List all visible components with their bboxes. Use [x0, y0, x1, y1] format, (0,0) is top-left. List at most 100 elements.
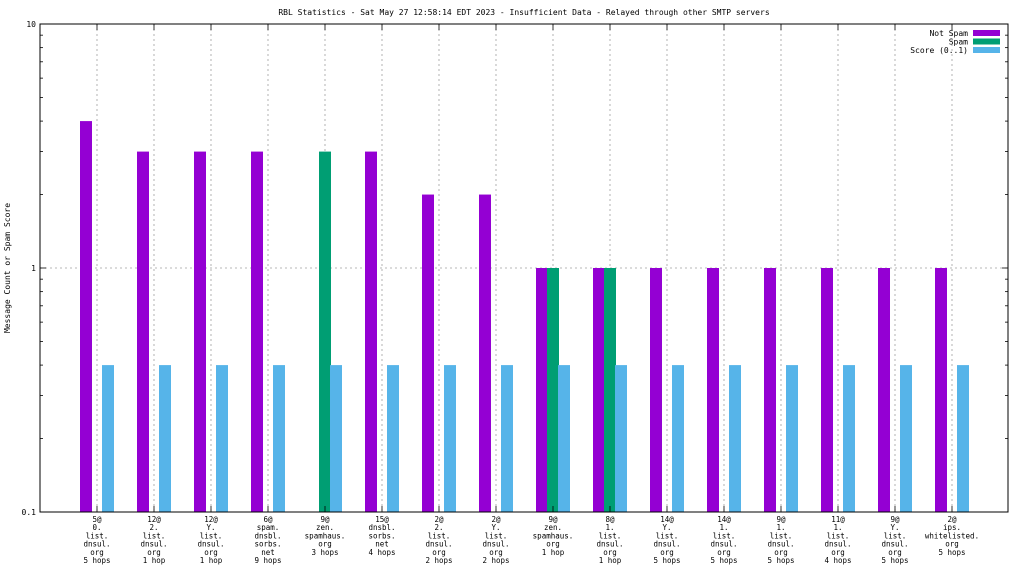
x-tick-label: list. — [827, 531, 850, 540]
bar-not-spam — [707, 268, 719, 512]
x-tick-label: sorbs. — [368, 531, 395, 540]
x-tick-label: 9@ — [890, 515, 900, 524]
x-tick-label: dnsul. — [197, 540, 224, 549]
x-tick-label: org — [147, 548, 161, 557]
x-tick-label: 5@ — [92, 515, 102, 524]
x-tick-label: org — [660, 548, 674, 557]
x-tick-label: 2 hops — [425, 556, 452, 565]
x-tick-label: org — [90, 548, 104, 557]
bar-spam — [604, 268, 616, 512]
bar-score-0-1 — [387, 365, 399, 512]
bar-not-spam — [935, 268, 947, 512]
x-tick-label: 9@ — [776, 515, 786, 524]
bar-not-spam — [650, 268, 662, 512]
x-tick-label: 9 hops — [254, 556, 281, 565]
x-tick-label: 5 hops — [767, 556, 794, 565]
x-tick-label: dnsul. — [881, 540, 908, 549]
legend-swatch — [973, 47, 1000, 53]
x-tick-label: org — [888, 548, 902, 557]
x-tick-label: list. — [884, 531, 907, 540]
x-tick-label: list. — [86, 531, 109, 540]
x-tick-label: dnsul. — [767, 540, 794, 549]
x-tick-label: 14@ — [717, 515, 731, 524]
x-tick-label: list. — [656, 531, 679, 540]
y-tick-label: 1 — [31, 264, 36, 273]
x-tick-label: 14@ — [660, 515, 674, 524]
x-tick-label: 4 hops — [368, 548, 395, 557]
x-tick-label: 9@ — [320, 515, 330, 524]
x-tick-label: dnsul. — [653, 540, 680, 549]
x-tick-label: Y. — [662, 523, 671, 532]
x-tick-label: list. — [143, 531, 166, 540]
x-tick-label: org — [546, 540, 560, 549]
bar-score-0-1 — [672, 365, 684, 512]
x-tick-label: org — [945, 540, 959, 549]
bar-not-spam — [821, 268, 833, 512]
x-tick-label: ips. — [943, 523, 961, 532]
x-tick-label: org — [318, 540, 332, 549]
x-tick-label: dnsul. — [425, 540, 452, 549]
x-tick-label: 15@ — [375, 515, 389, 524]
x-tick-label: 2@ — [947, 515, 957, 524]
x-tick-label: list. — [428, 531, 451, 540]
x-tick-label: org — [831, 548, 845, 557]
chart-title: RBL Statistics - Sat May 27 12:58:14 EDT… — [278, 8, 769, 17]
x-tick-label: org — [603, 548, 617, 557]
bar-spam — [319, 151, 331, 513]
bar-score-0-1 — [273, 365, 285, 512]
x-tick-label: 5 hops — [653, 556, 680, 565]
x-tick-label: 1. — [776, 523, 785, 532]
x-tick-label: 5 hops — [710, 556, 737, 565]
bar-score-0-1 — [729, 365, 741, 512]
x-tick-label: 4 hops — [824, 556, 851, 565]
x-tick-label: 2@ — [491, 515, 501, 524]
x-tick-label: 11@ — [831, 515, 845, 524]
x-tick-label: dnsul. — [824, 540, 851, 549]
bar-score-0-1 — [615, 365, 627, 512]
bar-score-0-1 — [786, 365, 798, 512]
bar-score-0-1 — [330, 365, 342, 512]
x-tick-label: 9@ — [548, 515, 558, 524]
x-tick-label: dnsul. — [596, 540, 623, 549]
x-tick-label: 3 hops — [311, 548, 338, 557]
legend-swatch — [973, 38, 1000, 45]
x-tick-label: org — [489, 548, 503, 557]
x-tick-label: zen. — [544, 523, 562, 532]
x-tick-label: org — [717, 548, 731, 557]
x-tick-label: 6@ — [263, 515, 273, 524]
x-tick-label: zen. — [316, 523, 334, 532]
x-tick-label: 1 hop — [542, 548, 565, 557]
x-tick-label: org — [432, 548, 446, 557]
x-tick-label: list. — [599, 531, 622, 540]
x-tick-label: spam. — [257, 523, 280, 532]
bar-score-0-1 — [957, 365, 969, 512]
x-tick-label: dnsbl. — [368, 523, 395, 532]
legend-label: Score (0..1) — [910, 46, 968, 55]
bar-score-0-1 — [558, 365, 570, 512]
bar-score-0-1 — [501, 365, 513, 512]
x-tick-label: 1. — [605, 523, 614, 532]
x-tick-label: net — [261, 548, 275, 557]
y-tick-label: 0.1 — [22, 508, 37, 517]
x-tick-label: 1 hop — [200, 556, 223, 565]
ticks-layer: 0.1 1 10 — [22, 20, 1008, 517]
bar-not-spam — [422, 194, 434, 512]
x-tick-label: list. — [485, 531, 508, 540]
x-tick-label: 5 hops — [83, 556, 110, 565]
x-tick-label: 12@ — [147, 515, 161, 524]
bar-not-spam — [365, 151, 377, 513]
legend-label: Spam — [949, 38, 968, 47]
bar-score-0-1 — [900, 365, 912, 512]
bar-score-0-1 — [843, 365, 855, 512]
x-tick-label: list. — [200, 531, 223, 540]
x-tick-label: spamhaus. — [533, 531, 574, 540]
bar-not-spam — [137, 151, 149, 513]
x-tick-label: Y. — [890, 523, 899, 532]
x-tick-label: dnsbl. — [254, 531, 281, 540]
bar-spam — [547, 268, 559, 512]
x-tick-label: list. — [713, 531, 736, 540]
x-tick-label: org — [774, 548, 788, 557]
bar-score-0-1 — [102, 365, 114, 512]
